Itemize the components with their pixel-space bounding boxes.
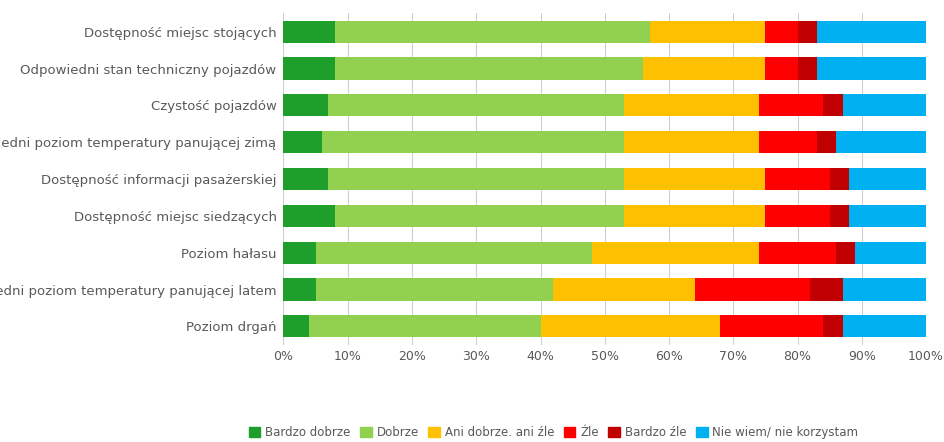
Bar [810, 278, 842, 301]
Bar [797, 57, 816, 80]
Bar [643, 57, 765, 80]
Bar [334, 205, 623, 227]
Bar [283, 315, 309, 337]
Bar [758, 131, 816, 153]
Bar [283, 168, 329, 190]
Bar [758, 242, 835, 264]
Bar [816, 131, 835, 153]
Bar [623, 205, 765, 227]
Bar [315, 278, 553, 301]
Bar [854, 242, 925, 264]
Bar [842, 315, 925, 337]
Bar [553, 278, 694, 301]
Bar [848, 205, 925, 227]
Bar [835, 131, 925, 153]
Bar [758, 94, 822, 116]
Bar [816, 21, 925, 43]
Bar [329, 94, 623, 116]
Bar [623, 94, 758, 116]
Bar [694, 278, 810, 301]
Bar [334, 21, 649, 43]
Bar [591, 242, 758, 264]
Bar [842, 94, 925, 116]
Bar [842, 278, 925, 301]
Bar [765, 21, 797, 43]
Bar [816, 57, 925, 80]
Bar [309, 315, 540, 337]
Bar [848, 168, 925, 190]
Bar [829, 168, 848, 190]
Bar [283, 57, 334, 80]
Bar [835, 242, 854, 264]
Legend: Bardzo dobrze, Dobrze, Ani dobrze. ani źle, Źle, Bardzo źle, Nie wiem/ nie korzy: Bardzo dobrze, Dobrze, Ani dobrze. ani ź… [243, 420, 863, 442]
Bar [283, 242, 315, 264]
Bar [719, 315, 822, 337]
Bar [623, 168, 765, 190]
Bar [315, 242, 591, 264]
Bar [765, 57, 797, 80]
Bar [283, 205, 334, 227]
Bar [797, 21, 816, 43]
Bar [283, 131, 322, 153]
Bar [822, 315, 842, 337]
Bar [540, 315, 719, 337]
Bar [765, 168, 829, 190]
Bar [822, 94, 842, 116]
Bar [329, 168, 623, 190]
Bar [283, 21, 334, 43]
Bar [765, 205, 829, 227]
Bar [623, 131, 758, 153]
Bar [322, 131, 623, 153]
Bar [283, 94, 329, 116]
Bar [283, 278, 315, 301]
Bar [649, 21, 765, 43]
Bar [829, 205, 848, 227]
Bar [334, 57, 643, 80]
